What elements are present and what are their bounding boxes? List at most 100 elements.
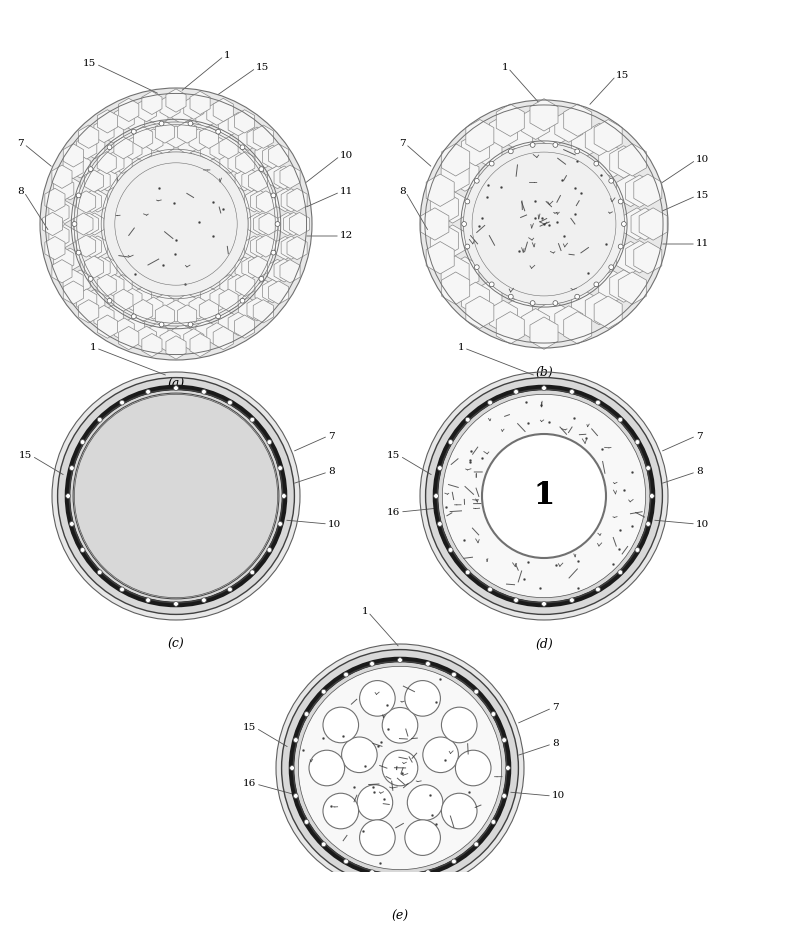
- Polygon shape: [490, 300, 518, 332]
- Polygon shape: [274, 166, 294, 189]
- Polygon shape: [281, 189, 302, 212]
- Polygon shape: [426, 242, 454, 274]
- Polygon shape: [496, 312, 524, 344]
- Polygon shape: [441, 256, 469, 288]
- Circle shape: [107, 144, 112, 150]
- Polygon shape: [236, 275, 255, 296]
- Circle shape: [359, 681, 395, 716]
- Polygon shape: [113, 275, 132, 296]
- Circle shape: [514, 598, 518, 602]
- Circle shape: [131, 129, 136, 134]
- Polygon shape: [234, 315, 254, 338]
- Polygon shape: [218, 113, 238, 137]
- Polygon shape: [466, 296, 494, 329]
- Circle shape: [542, 386, 546, 391]
- Polygon shape: [269, 143, 289, 167]
- Circle shape: [474, 842, 478, 847]
- Polygon shape: [220, 275, 239, 296]
- Circle shape: [174, 601, 178, 606]
- Circle shape: [58, 378, 294, 615]
- Circle shape: [259, 277, 264, 281]
- Circle shape: [466, 417, 470, 422]
- Polygon shape: [438, 225, 466, 258]
- Circle shape: [294, 794, 298, 799]
- Polygon shape: [283, 212, 304, 236]
- Polygon shape: [155, 132, 174, 154]
- Polygon shape: [160, 95, 180, 118]
- Circle shape: [76, 250, 81, 255]
- Polygon shape: [430, 225, 458, 257]
- Circle shape: [594, 161, 598, 166]
- Circle shape: [574, 149, 579, 154]
- Circle shape: [322, 689, 326, 694]
- Circle shape: [609, 264, 614, 270]
- Polygon shape: [103, 305, 123, 329]
- Polygon shape: [206, 323, 227, 346]
- Polygon shape: [113, 151, 132, 174]
- Circle shape: [474, 689, 478, 694]
- Polygon shape: [60, 177, 80, 200]
- Polygon shape: [148, 323, 168, 346]
- Polygon shape: [77, 136, 97, 159]
- Circle shape: [80, 548, 85, 552]
- Circle shape: [76, 193, 81, 198]
- Polygon shape: [155, 305, 174, 327]
- Polygon shape: [42, 212, 62, 236]
- Polygon shape: [236, 152, 255, 174]
- Circle shape: [442, 793, 477, 829]
- Polygon shape: [466, 120, 494, 152]
- Polygon shape: [250, 191, 270, 212]
- Circle shape: [426, 662, 430, 666]
- Circle shape: [490, 161, 494, 166]
- Polygon shape: [178, 121, 197, 143]
- Polygon shape: [63, 281, 83, 304]
- Circle shape: [509, 149, 514, 154]
- Polygon shape: [45, 188, 65, 211]
- Circle shape: [438, 521, 442, 527]
- Polygon shape: [594, 120, 622, 152]
- Polygon shape: [49, 200, 69, 224]
- Polygon shape: [554, 306, 583, 338]
- Polygon shape: [134, 126, 153, 148]
- Polygon shape: [219, 137, 238, 159]
- Text: 15: 15: [696, 192, 710, 200]
- Polygon shape: [623, 208, 651, 240]
- Polygon shape: [70, 155, 90, 178]
- Text: 7: 7: [696, 431, 702, 441]
- Circle shape: [635, 440, 640, 445]
- Polygon shape: [220, 151, 239, 174]
- Circle shape: [423, 737, 458, 772]
- Text: 1: 1: [534, 480, 554, 512]
- Polygon shape: [155, 294, 174, 315]
- Polygon shape: [219, 289, 238, 312]
- Circle shape: [442, 395, 646, 598]
- Polygon shape: [200, 287, 219, 310]
- Polygon shape: [522, 107, 550, 140]
- Circle shape: [357, 784, 393, 820]
- Polygon shape: [52, 260, 72, 283]
- Circle shape: [530, 301, 535, 306]
- Circle shape: [405, 681, 441, 716]
- Polygon shape: [199, 126, 218, 148]
- Polygon shape: [598, 270, 626, 303]
- Polygon shape: [228, 312, 248, 335]
- Polygon shape: [54, 200, 75, 224]
- Polygon shape: [248, 213, 267, 235]
- Text: 7: 7: [552, 703, 558, 713]
- Circle shape: [618, 244, 623, 249]
- Polygon shape: [184, 96, 204, 119]
- Polygon shape: [184, 329, 204, 352]
- Polygon shape: [242, 257, 261, 278]
- Polygon shape: [54, 177, 74, 200]
- Circle shape: [465, 199, 470, 204]
- Circle shape: [282, 494, 286, 498]
- Polygon shape: [442, 143, 470, 176]
- Circle shape: [442, 707, 477, 743]
- Polygon shape: [196, 105, 216, 127]
- Polygon shape: [103, 120, 123, 143]
- Circle shape: [482, 434, 606, 558]
- Polygon shape: [63, 269, 83, 293]
- Polygon shape: [142, 92, 162, 114]
- Polygon shape: [441, 160, 469, 192]
- Polygon shape: [554, 110, 583, 143]
